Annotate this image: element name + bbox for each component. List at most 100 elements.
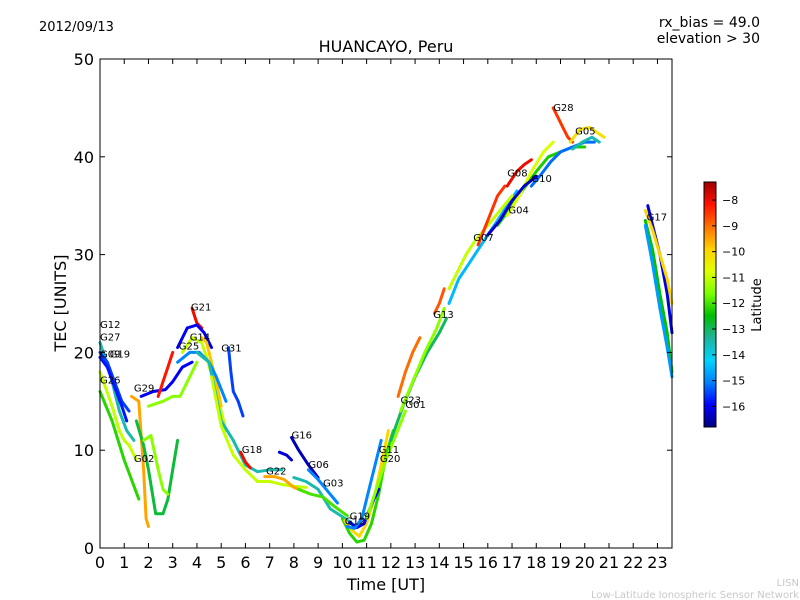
series-g04b: [505, 140, 555, 217]
satellite-label: G20: [380, 454, 400, 465]
series-g28b: [551, 106, 575, 144]
colorbar-tick-label: −13: [722, 323, 745, 336]
y-tick-label: 0: [84, 539, 94, 558]
colorbar-label: Latitude: [750, 278, 765, 332]
series-g19: [98, 355, 129, 423]
axes: 0 1 2 3 4 5 6 7 8 9 10 11 12 13 14 15 16 17 18 19 20 21 22 2301…: [74, 50, 672, 572]
colorbar-tick-label: −14: [722, 349, 745, 362]
colorbar: [703, 181, 717, 428]
series-g08: [505, 158, 533, 188]
satellite-label: G16: [292, 431, 312, 442]
satellite-label: G11: [379, 445, 399, 456]
series-g29c: [156, 350, 175, 398]
x-tick-label: 3: [168, 553, 178, 572]
rx-bias-label: rx_bias = 49.0: [659, 15, 760, 31]
x-tick-label: 21: [599, 553, 619, 572]
series-g12d: [345, 438, 383, 530]
satellite-label: G03: [323, 478, 343, 489]
x-tick-label: 9: [313, 553, 323, 572]
series-g28: [130, 394, 150, 528]
satellite-label: G12: [100, 320, 120, 331]
series-g17d: [643, 223, 674, 379]
x-tick-label: 6: [240, 553, 250, 572]
series-g23: [396, 336, 422, 398]
x-tick-label: 19: [550, 553, 570, 572]
x-tick-label: 5: [216, 553, 226, 572]
colorbar-tick-label: −11: [722, 271, 745, 284]
x-tick-label: 8: [289, 553, 299, 572]
satellite-label: G14: [190, 333, 210, 344]
x-tick-label: 12: [381, 553, 401, 572]
satellite-label: G26: [100, 376, 120, 387]
colorbar-tick-label: −16: [722, 400, 745, 413]
y-tick-label: 50: [74, 50, 94, 69]
x-tick-label: 0: [95, 553, 105, 572]
series-g02b: [142, 434, 170, 496]
series-g26: [98, 390, 141, 501]
series-g12c: [343, 429, 390, 538]
satellite-label: G01: [405, 400, 425, 411]
series-g20: [365, 409, 407, 521]
satellite-label: G04: [508, 206, 528, 217]
x-tick-label: 20: [575, 553, 595, 572]
y-tick-label: 20: [74, 343, 94, 362]
series-g05: [568, 126, 606, 144]
satellite-label: G18: [242, 445, 262, 456]
series-g10b: [486, 174, 538, 237]
satellite-label: G27: [100, 333, 120, 344]
series-g01b: [399, 306, 446, 413]
series-g07: [447, 189, 519, 305]
colorbar-tick-label: −8: [722, 194, 738, 207]
y-tick-label: 30: [74, 246, 94, 265]
satellite-label: G21: [191, 302, 211, 313]
x-tick-label: 15: [453, 553, 473, 572]
series-g29: [139, 360, 194, 398]
series-g17b: [643, 209, 674, 305]
series-g07b: [447, 194, 514, 291]
series-g31b: [227, 346, 245, 418]
satellite-label: G28: [553, 103, 573, 114]
satellite-label: G19: [350, 512, 370, 523]
series-g16: [277, 450, 293, 462]
plot-frame: [99, 58, 673, 549]
satellite-label: G19: [110, 349, 130, 360]
series-g27: [98, 350, 131, 413]
satellite-label: G29: [134, 384, 154, 395]
satellite-label: G08: [507, 168, 527, 179]
x-tick-label: 7: [265, 553, 275, 572]
x-tick-label: 23: [647, 553, 667, 572]
series-g17c: [643, 218, 674, 374]
series-g13: [433, 287, 446, 315]
satellite-label: G02: [134, 454, 154, 465]
y-axis-label: TEC [UNITS]: [51, 255, 70, 353]
series-g06: [306, 468, 339, 505]
satellite-label: G23: [401, 395, 421, 406]
series-g22: [263, 475, 306, 493]
x-tick-label: 11: [356, 553, 376, 572]
y-tick-label: 10: [74, 441, 94, 460]
colorbar-tick-label: −15: [722, 375, 745, 388]
series-g01: [389, 316, 449, 442]
satellite-label: G05: [575, 126, 595, 137]
series-g18c: [239, 450, 252, 470]
series-g29b: [147, 360, 199, 408]
elevation-label: elevation > 30: [657, 31, 760, 47]
x-tick-label: 17: [502, 553, 522, 572]
series-g16b: [290, 436, 320, 480]
colorbar-tick-label: −12: [722, 297, 745, 310]
satellite-label: G22: [266, 467, 286, 478]
chart-title: HUANCAYO, Peru: [319, 37, 454, 56]
y-tick-label: 40: [74, 148, 94, 167]
colorbar-ticks: −16 −15 −14 −13 −12 −11 −10 −9 −8: [712, 194, 745, 413]
series-g14: [176, 323, 213, 349]
x-tick-label: 16: [478, 553, 498, 572]
date-label: 2012/09/13: [39, 20, 114, 35]
satellite-label: G17: [647, 212, 667, 223]
series-g03b: [297, 487, 349, 518]
satellite-label: G07: [473, 233, 493, 244]
x-axis-label: Time [UT]: [346, 575, 425, 594]
satellite-label: G25: [179, 342, 199, 353]
x-tick-label: 18: [526, 553, 546, 572]
x-tick-label: 4: [192, 553, 202, 572]
